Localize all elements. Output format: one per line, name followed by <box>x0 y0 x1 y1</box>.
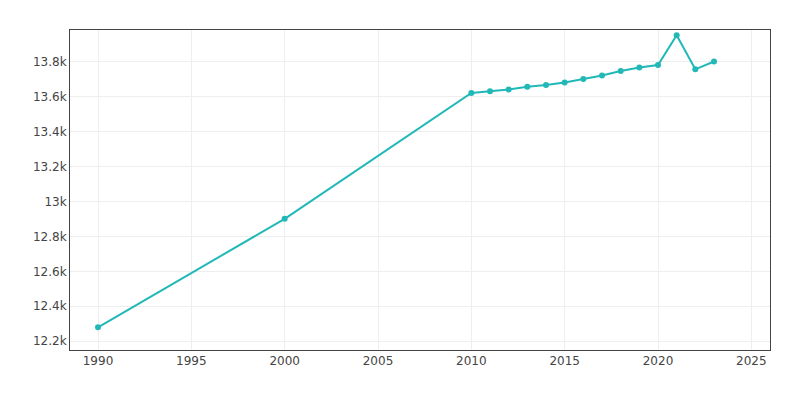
svg-text:13.6k: 13.6k <box>33 90 67 104</box>
svg-text:2000: 2000 <box>269 354 300 368</box>
svg-text:2020: 2020 <box>643 354 674 368</box>
svg-text:12.6k: 12.6k <box>33 265 67 279</box>
svg-text:2005: 2005 <box>363 354 394 368</box>
svg-text:2025: 2025 <box>736 354 767 368</box>
svg-text:12.4k: 12.4k <box>33 299 67 313</box>
svg-text:12.8k: 12.8k <box>33 230 67 244</box>
svg-text:1990: 1990 <box>83 354 114 368</box>
svg-text:2015: 2015 <box>549 354 580 368</box>
svg-text:13k: 13k <box>44 195 66 209</box>
svg-text:2010: 2010 <box>456 354 487 368</box>
svg-text:13.8k: 13.8k <box>33 55 67 69</box>
svg-text:12.2k: 12.2k <box>33 334 67 348</box>
svg-text:13.2k: 13.2k <box>33 160 67 174</box>
svg-text:13.4k: 13.4k <box>33 125 67 139</box>
svg-text:1995: 1995 <box>176 354 207 368</box>
